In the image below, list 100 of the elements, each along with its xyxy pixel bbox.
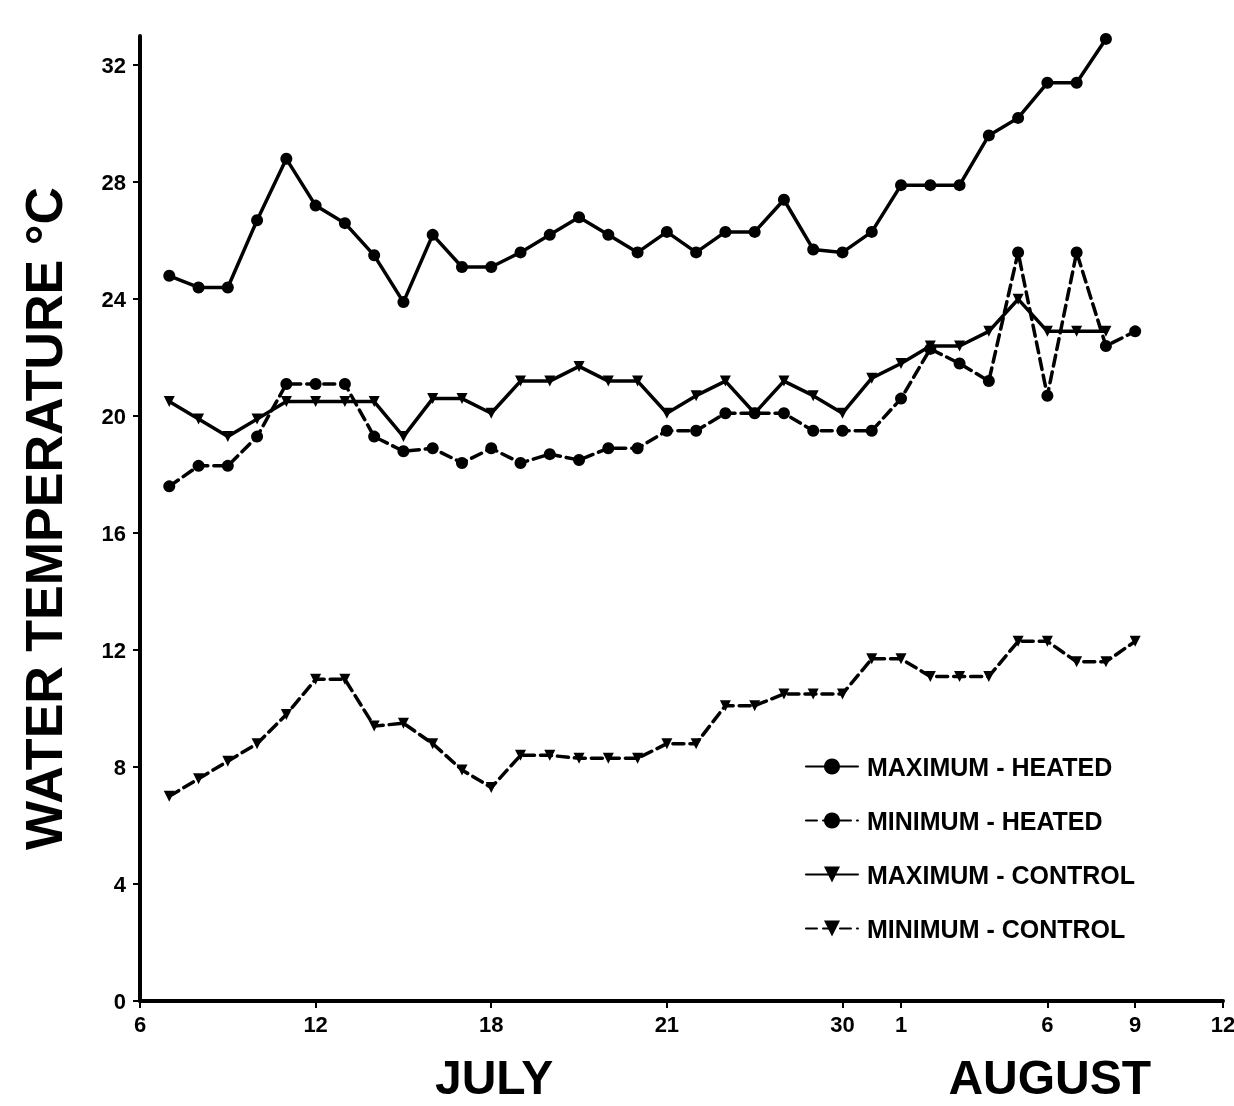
point (778, 688, 790, 700)
y-tick-label: 12 (101, 637, 126, 663)
point (573, 752, 585, 764)
y-tick-label: 16 (101, 520, 126, 546)
point (310, 673, 322, 685)
y-tick-label: 8 (113, 754, 126, 780)
point (193, 773, 205, 785)
legend-label: MAXIMUM - CONTROL (866, 860, 1136, 889)
point (748, 225, 761, 238)
point (192, 281, 205, 294)
point (573, 211, 586, 224)
point (573, 360, 585, 372)
point (427, 738, 439, 750)
point (1041, 76, 1054, 89)
y-tick-label: 24 (101, 286, 127, 312)
point (309, 199, 322, 212)
point (456, 393, 468, 405)
point (368, 720, 380, 732)
point (895, 392, 908, 405)
point (807, 243, 820, 256)
x-tick-label: 1 (894, 1011, 908, 1037)
point (426, 228, 439, 241)
point (778, 375, 790, 387)
point (807, 424, 820, 437)
point (251, 430, 264, 443)
point (954, 340, 966, 352)
point (895, 358, 907, 370)
point (515, 375, 527, 387)
point (338, 377, 351, 390)
point (660, 424, 673, 437)
point (514, 246, 527, 259)
y-tick-label: 28 (101, 169, 126, 195)
point (426, 442, 439, 455)
point (222, 431, 234, 443)
legend-label: MINIMUM - HEATED (866, 806, 1103, 835)
point (1012, 246, 1025, 259)
point (690, 390, 702, 402)
point (485, 782, 497, 794)
point (749, 700, 761, 712)
point (1041, 389, 1054, 402)
point (865, 225, 878, 238)
point (397, 445, 410, 458)
point (1041, 635, 1053, 647)
point (895, 179, 908, 192)
y-tick-label: 0 (113, 988, 126, 1014)
point (1071, 656, 1083, 668)
legend-label: MINIMUM - CONTROL (866, 914, 1126, 943)
point (515, 749, 527, 761)
point (1099, 32, 1112, 45)
point (163, 480, 176, 493)
point (280, 152, 293, 165)
point (193, 413, 205, 425)
point (660, 225, 673, 238)
point (221, 281, 234, 294)
point (836, 424, 849, 437)
point (690, 246, 703, 259)
point (982, 375, 995, 388)
point (632, 375, 644, 387)
y-tick-label: 20 (101, 403, 126, 429)
x-tick-label: 6 (133, 1011, 147, 1037)
point (1070, 246, 1083, 259)
text: JULY (434, 1050, 554, 1104)
point (924, 179, 937, 192)
point (777, 193, 790, 206)
point (368, 430, 381, 443)
x-tick-label: 21 (654, 1011, 680, 1037)
legend-label: MAXIMUM - HEATED (866, 752, 1113, 781)
point (602, 375, 614, 387)
point (1100, 656, 1112, 668)
point (280, 396, 292, 408)
point (368, 249, 381, 262)
point (251, 214, 264, 227)
y-tick-label: 32 (101, 52, 126, 78)
point (1071, 325, 1083, 337)
point (983, 670, 995, 682)
point (543, 448, 556, 461)
point (924, 670, 936, 682)
point (514, 456, 527, 469)
point (631, 442, 644, 455)
point (1012, 111, 1025, 124)
x-tick-label: 12 (303, 1011, 328, 1037)
point (807, 390, 819, 402)
point (777, 407, 790, 420)
point (602, 442, 615, 455)
point (1070, 76, 1083, 89)
point (602, 752, 614, 764)
point (719, 375, 731, 387)
point (339, 673, 351, 685)
point (719, 700, 731, 712)
point (982, 129, 995, 142)
point (719, 407, 732, 420)
point (455, 456, 468, 469)
point (866, 372, 878, 384)
point (836, 407, 848, 419)
point (251, 413, 263, 425)
point (690, 424, 703, 437)
point (221, 459, 234, 472)
point (309, 377, 322, 390)
point (544, 749, 556, 761)
x-tick-label: 18 (479, 1011, 504, 1037)
